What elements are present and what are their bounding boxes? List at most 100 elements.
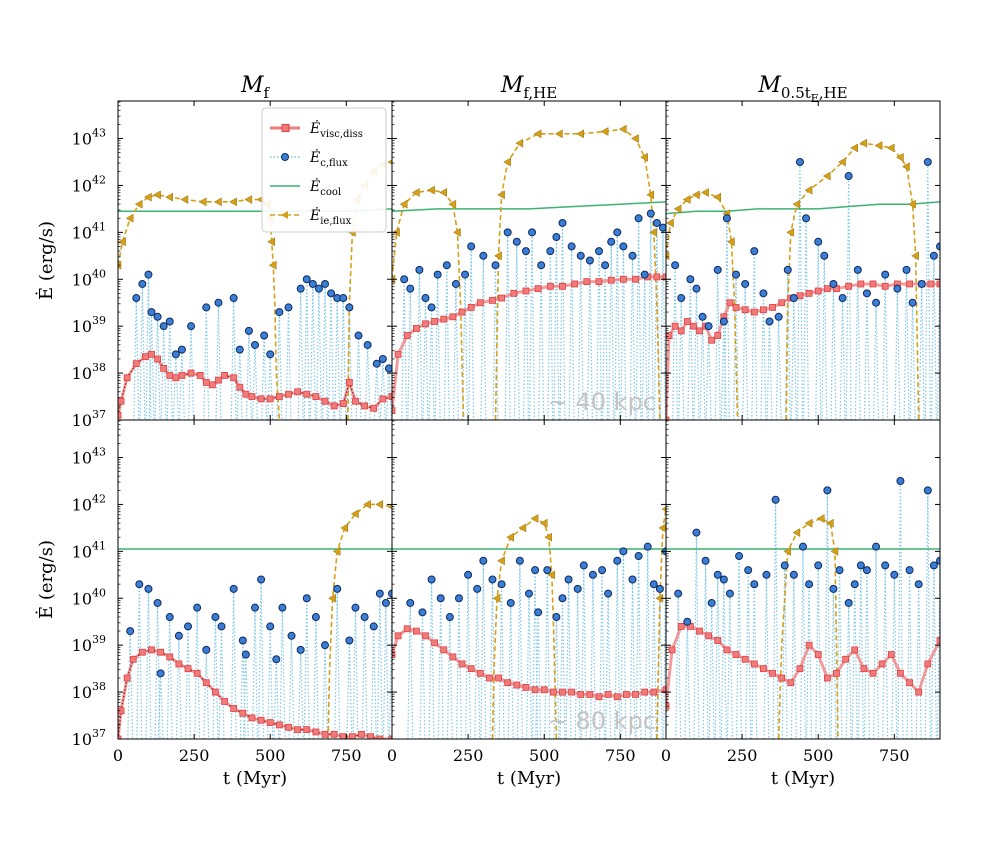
cflux-spike	[136, 584, 143, 739]
x-tick-label: 0	[387, 746, 397, 765]
visc-marker	[160, 364, 168, 372]
cflux-spike	[245, 330, 252, 420]
ieflux-marker	[804, 185, 813, 195]
cflux-marker	[658, 223, 666, 232]
panel-1-2: 0 250 500 750	[661, 419, 941, 765]
ieflux-marker	[180, 195, 189, 204]
ieflux-marker	[825, 518, 834, 528]
cflux-marker	[552, 613, 561, 622]
cflux-marker	[415, 265, 424, 274]
visc-marker	[294, 388, 302, 396]
cflux-spike	[516, 560, 523, 739]
cflux-marker	[521, 247, 530, 256]
cflux-marker	[266, 350, 275, 359]
ieflux-line	[656, 509, 666, 739]
visc-marker	[814, 287, 822, 295]
cflux-marker	[750, 580, 759, 589]
cflux-marker	[732, 270, 741, 279]
ieflux-marker	[153, 190, 161, 200]
cflux-marker	[214, 298, 223, 307]
visc-series	[118, 350, 392, 419]
ieflux-marker	[666, 251, 670, 261]
visc-marker	[690, 322, 697, 330]
visc-marker	[549, 688, 557, 696]
cflux-marker	[780, 561, 789, 570]
ieflux-marker	[332, 546, 341, 556]
cflux-spike	[184, 626, 192, 739]
visc-marker	[172, 374, 180, 382]
visc-marker	[927, 280, 935, 288]
visc-marker	[303, 390, 311, 398]
ieflux-marker	[673, 204, 682, 214]
visc-marker	[486, 674, 493, 682]
cflux-marker	[442, 261, 451, 270]
cflux-spike	[529, 232, 536, 420]
visc-marker	[422, 632, 429, 640]
visc-marker	[275, 393, 283, 400]
cflux-marker	[479, 556, 488, 565]
ieflux-marker	[886, 143, 895, 153]
cflux-spike	[903, 269, 910, 420]
visc-marker	[412, 325, 420, 332]
cflux-marker	[177, 345, 186, 354]
x-tick-label: 0	[113, 746, 123, 765]
visc-marker	[613, 693, 621, 701]
cflux-marker	[698, 312, 707, 321]
cflux-spike	[775, 316, 782, 420]
cflux-spike	[873, 546, 880, 739]
cflux-spike	[693, 288, 700, 420]
cflux-marker	[917, 279, 926, 288]
cflux-marker	[881, 561, 890, 570]
visc-marker	[726, 299, 734, 307]
cflux-marker	[850, 580, 859, 589]
ieflux-marker	[544, 532, 553, 542]
visc-marker	[118, 411, 122, 419]
cflux-marker	[607, 237, 616, 246]
visc-marker	[242, 390, 250, 398]
cflux-spike	[212, 617, 219, 739]
cflux-spike	[364, 344, 371, 420]
visc-marker	[248, 714, 256, 722]
visc-marker	[498, 294, 506, 302]
cflux-spike	[535, 612, 542, 739]
cflux-marker	[835, 566, 844, 575]
cflux-spike	[659, 227, 666, 420]
visc-marker	[476, 669, 484, 677]
ieflux-marker	[874, 141, 883, 150]
ieflux-line	[392, 189, 465, 420]
cflux-spike	[312, 617, 319, 739]
visc-marker	[814, 651, 822, 658]
cflux-marker	[713, 570, 722, 579]
cflux-marker	[829, 279, 838, 288]
visc-marker	[392, 651, 396, 658]
cflux-marker	[296, 284, 305, 293]
cflux-spike	[790, 574, 797, 739]
visc-marker	[129, 655, 137, 663]
cflux-marker	[799, 542, 807, 551]
ieflux-marker	[267, 237, 275, 247]
cflux-marker	[567, 242, 576, 251]
cflux-spike	[172, 354, 179, 420]
cflux-marker	[436, 594, 445, 603]
cflux-marker	[646, 209, 655, 218]
cflux-marker	[598, 566, 607, 575]
cflux-marker	[844, 598, 853, 607]
visc-marker	[495, 674, 502, 682]
visc-marker	[175, 660, 183, 668]
cflux-marker	[360, 613, 369, 622]
cflux-marker	[588, 570, 597, 579]
visc-marker	[285, 723, 292, 731]
visc-marker	[257, 716, 265, 724]
ieflux-marker	[134, 199, 143, 209]
cflux-marker	[187, 322, 196, 331]
cflux-spike	[218, 626, 225, 739]
visc-series	[666, 623, 940, 710]
cflux-marker	[327, 289, 336, 298]
cflux-spike	[836, 570, 843, 739]
cflux-marker	[814, 237, 823, 246]
cflux-spike	[693, 532, 700, 739]
ieflux-series	[666, 188, 739, 420]
visc-marker	[440, 646, 448, 654]
cflux-marker	[923, 157, 932, 166]
